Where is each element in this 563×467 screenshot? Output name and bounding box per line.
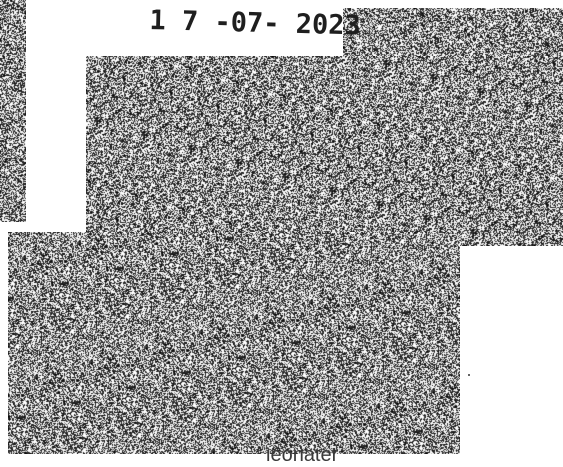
date-stamp: 1 7 -07- 2023 [149, 4, 362, 42]
scan-noise-upper-middle [86, 56, 563, 246]
cropped-footer-text: leonater [263, 450, 363, 467]
noise-texture [8, 232, 460, 454]
scan-noise-lower-block [8, 232, 460, 454]
stray-speck [468, 374, 470, 376]
footer-fragment-text: leonater [266, 450, 339, 466]
scan-noise-left-strip [0, 0, 26, 222]
noise-texture [86, 56, 563, 246]
noise-texture [0, 0, 26, 222]
